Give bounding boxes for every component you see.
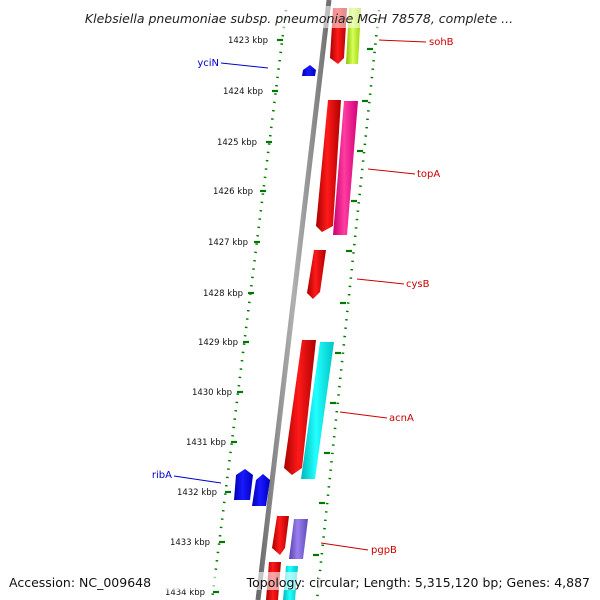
gene-pgpB-arrow[interactable] — [272, 516, 289, 555]
track-ticks — [313, 47, 373, 557]
ruler-tick-1432: 1432 kbp — [177, 488, 231, 498]
gene-pgpB-label: pgpB — [371, 545, 397, 556]
title-backdrop — [60, 6, 540, 28]
ruler-tick-1429: 1429 kbp — [198, 338, 249, 348]
tick-label: 1427 kbp — [208, 238, 248, 248]
gene-sohB-leader — [378, 39, 427, 43]
gene-cysB[interactable]: cysB — [307, 250, 430, 299]
gene-topA-arrow[interactable] — [316, 100, 341, 232]
gene-yciN[interactable]: yciN — [197, 58, 316, 76]
tick-label: 1428 kbp — [203, 289, 243, 299]
tick-label: 1429 kbp — [198, 338, 238, 348]
tick-label: 1433 kbp — [170, 538, 210, 548]
gene-cysB-leader — [356, 278, 405, 285]
gene-pgpB-partner[interactable] — [289, 519, 308, 559]
tick-label: 1423 kbp — [228, 36, 268, 46]
map-title: Klebsiella pneumoniae subsp. pneumoniae … — [85, 11, 513, 26]
ruler-tick-1423: 1423 kbp — [228, 36, 283, 46]
ruler-tick-1425: 1425 kbp — [217, 138, 272, 148]
ruler-tick-1433: 1433 kbp — [170, 538, 225, 548]
accession-text: Accession: NC_009648 — [9, 575, 151, 590]
gene-cysB-arrow[interactable] — [307, 250, 326, 299]
gene-ribA-leader — [173, 475, 222, 484]
gene-ribA[interactable]: ribA — [152, 469, 270, 506]
tick-label: 1424 kbp — [223, 87, 263, 97]
gene-ribA-arrow-2[interactable] — [252, 474, 270, 506]
gene-pgpB-leader — [320, 542, 369, 551]
topology-summary-text: Topology: circular; Length: 5,315,120 bp… — [246, 575, 590, 590]
gene-acnA-partner[interactable] — [301, 342, 334, 479]
gene-sohB-label: sohB — [429, 37, 454, 48]
gene-acnA[interactable]: acnA — [284, 340, 414, 479]
tick-label: 1430 kbp — [192, 388, 232, 398]
gene-acnA-leader — [339, 411, 388, 419]
gene-ribA-label: ribA — [152, 470, 172, 481]
ruler-tick-1431: 1431 kbp — [186, 438, 237, 448]
gene-yciN-label: yciN — [197, 58, 219, 69]
gene-cysB-label: cysB — [406, 279, 430, 290]
gene-topA-leader — [367, 168, 416, 175]
gene-topA-partner[interactable] — [333, 101, 358, 235]
ruler-tick-1424: 1424 kbp — [223, 87, 278, 97]
gene-acnA-label: acnA — [389, 413, 414, 424]
ruler-tick-1426: 1426 kbp — [213, 187, 266, 197]
genome-backbone — [255, 0, 332, 600]
ruler-tick-1430: 1430 kbp — [192, 388, 243, 398]
ruler-tick-1434: 1434 kbp — [165, 588, 219, 598]
footer-backdrop — [0, 572, 600, 590]
ruler-tick-1427: 1427 kbp — [208, 238, 260, 248]
tick-label: 1432 kbp — [177, 488, 217, 498]
gene-topA-label: topA — [417, 169, 440, 180]
tick-label: 1431 kbp — [186, 438, 226, 448]
tick-label: 1425 kbp — [217, 138, 257, 148]
tick-label: 1426 kbp — [213, 187, 253, 197]
gene-yciN-leader — [220, 62, 269, 69]
tick-label: 1434 kbp — [165, 588, 205, 598]
gene-pgpB[interactable]: pgpB — [272, 516, 397, 559]
gene-acnA-arrow[interactable] — [284, 340, 316, 475]
gene-ribA-arrow-1[interactable] — [234, 469, 253, 500]
ruler-tick-1428: 1428 kbp — [203, 289, 254, 299]
gene-topA[interactable]: topA — [316, 100, 440, 235]
gene-yciN-arrow[interactable] — [302, 65, 316, 76]
